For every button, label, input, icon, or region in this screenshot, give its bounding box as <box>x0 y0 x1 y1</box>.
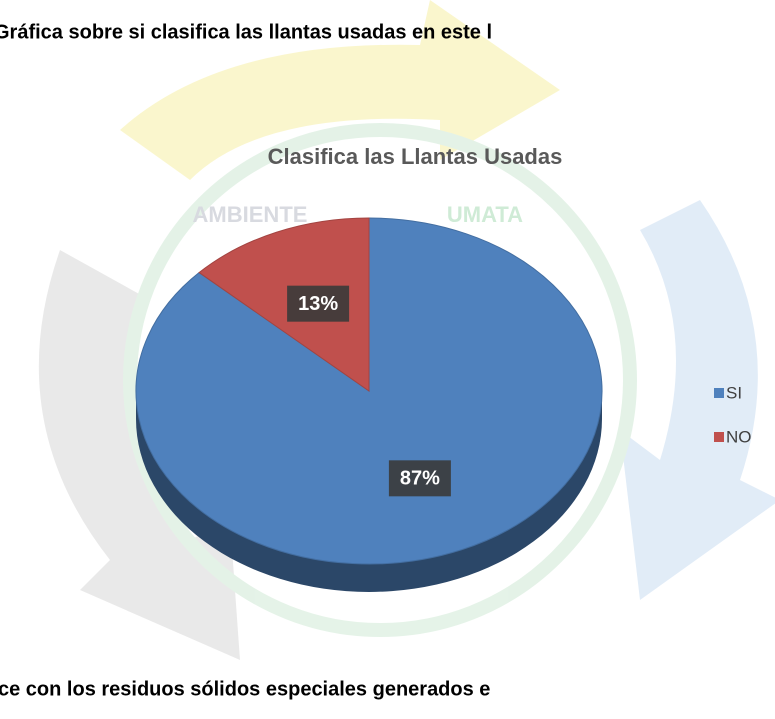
legend-swatch <box>714 432 724 442</box>
watermark-text: AMBIENTE <box>193 202 308 227</box>
page-heading: Gráfica sobre si clasifica las llantas u… <box>0 21 492 43</box>
data-label-box <box>388 460 451 497</box>
watermark-ring <box>123 123 637 637</box>
legend-swatch <box>714 388 724 398</box>
chart-title: Clasifica las Llantas Usadas <box>268 144 563 169</box>
pie-slice <box>135 217 603 565</box>
watermark-text: UMATA <box>447 202 523 227</box>
page-footer: ce con los residuos sólidos especiales g… <box>0 678 490 700</box>
pie-side <box>136 391 602 592</box>
legend-label: NO <box>726 427 752 446</box>
data-label-box <box>287 285 350 322</box>
data-label: 87% <box>400 468 440 490</box>
pie-slice <box>198 217 370 392</box>
watermark: AMBIENTE UMATA <box>38 0 775 660</box>
watermark-arrow <box>620 200 775 600</box>
data-label: 13% <box>298 293 338 315</box>
legend-label: SI <box>726 383 742 402</box>
